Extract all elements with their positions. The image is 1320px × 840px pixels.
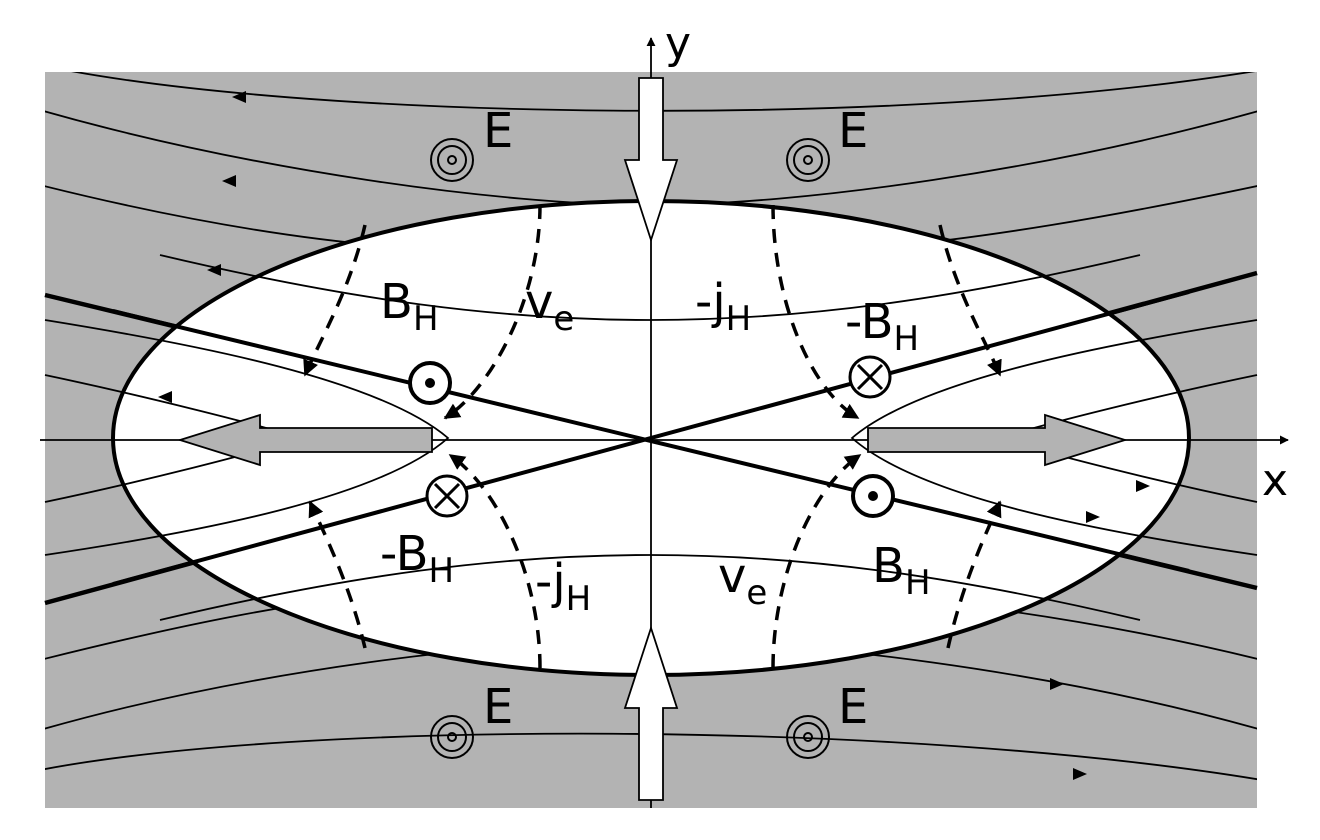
b-hall-main: B <box>872 538 905 594</box>
field-line <box>159 254 1141 321</box>
arrow-right <box>1073 768 1087 780</box>
b-hall-label-upper-left: BH <box>380 274 439 339</box>
field-line <box>44 319 450 556</box>
ve-label-upper-left: ve <box>525 274 574 339</box>
field-direction-arrows <box>158 91 1150 780</box>
b-hall-sub: H <box>905 563 931 603</box>
field-line <box>159 554 1141 621</box>
field-line <box>850 319 1258 556</box>
b-hall-label-lower-right: BH <box>872 538 931 603</box>
arrow-left <box>232 91 246 103</box>
e-field-symbol-bottom-left <box>430 715 474 759</box>
neg-jh-main: -j <box>695 274 726 330</box>
ve-sub: e <box>553 299 574 339</box>
neg-jh-main: -j <box>535 554 566 610</box>
into-page-symbol-upper-right <box>848 355 892 399</box>
arrow-left <box>222 175 236 187</box>
dashed-ve-upper-left <box>443 204 542 420</box>
b-hall-sub: H <box>413 299 439 339</box>
neg-jh-label-lower-left: -jH <box>535 554 591 619</box>
e-label-top-left: E <box>483 103 513 159</box>
e-field-symbol-bottom-right <box>786 715 830 759</box>
dashed-jh-upper-right <box>771 204 860 420</box>
outflow-arrow-left <box>176 413 433 467</box>
e-label-bottom-left: E <box>483 679 513 735</box>
dashed-jh-lower-left <box>448 453 542 669</box>
outflow-arrows <box>176 413 1129 467</box>
out-of-page-symbol-upper-left <box>408 361 452 405</box>
e-field-symbol-top-left <box>430 138 474 182</box>
e-label-top-right: E <box>838 103 868 159</box>
arrow-left <box>207 264 221 276</box>
inflow-arrow-bottom <box>623 625 679 801</box>
into-page-symbol-lower-left <box>425 474 469 518</box>
outflow-arrow-right <box>867 413 1129 467</box>
neg-b-hall-label-lower-left: -BH <box>380 526 454 591</box>
ve-main: v <box>718 548 746 604</box>
arrow-right <box>1136 480 1150 492</box>
inflow-arrows <box>623 77 679 801</box>
dashed-b-hall-upper-right <box>938 224 1002 377</box>
arrow-left <box>158 391 172 403</box>
ve-label-lower-right: ve <box>718 548 767 613</box>
e-label-bottom-right: E <box>838 679 868 735</box>
dashed-ve-lower-right <box>771 453 862 669</box>
neg-jh-sub: H <box>566 579 592 619</box>
arrow-right <box>1050 678 1064 690</box>
field-line <box>71 72 1256 112</box>
b-hall-main: B <box>380 274 413 330</box>
y-axis-label: y <box>665 18 691 69</box>
neg-b-hall-sub: H <box>429 551 455 591</box>
dashed-b-hall-upper-left <box>303 224 367 377</box>
e-field-symbol-top-right <box>786 138 830 182</box>
neg-jh-label-upper-right: -jH <box>695 274 751 339</box>
ve-main: v <box>525 274 553 330</box>
neg-b-hall-main: -B <box>380 526 429 582</box>
field-line <box>45 732 1257 781</box>
neg-b-hall-sub: H <box>894 319 920 359</box>
neg-b-hall-label-upper-right: -BH <box>845 294 919 359</box>
out-of-page-symbol-lower-right <box>851 474 895 518</box>
ve-sub: e <box>746 573 767 613</box>
x-axis-label: x <box>1262 455 1288 506</box>
neg-b-hall-main: -B <box>845 294 894 350</box>
neg-jh-sub: H <box>726 299 752 339</box>
inflow-arrow-top <box>623 77 679 243</box>
dashed-arrows <box>303 204 1002 669</box>
arrow-right <box>1086 511 1100 523</box>
